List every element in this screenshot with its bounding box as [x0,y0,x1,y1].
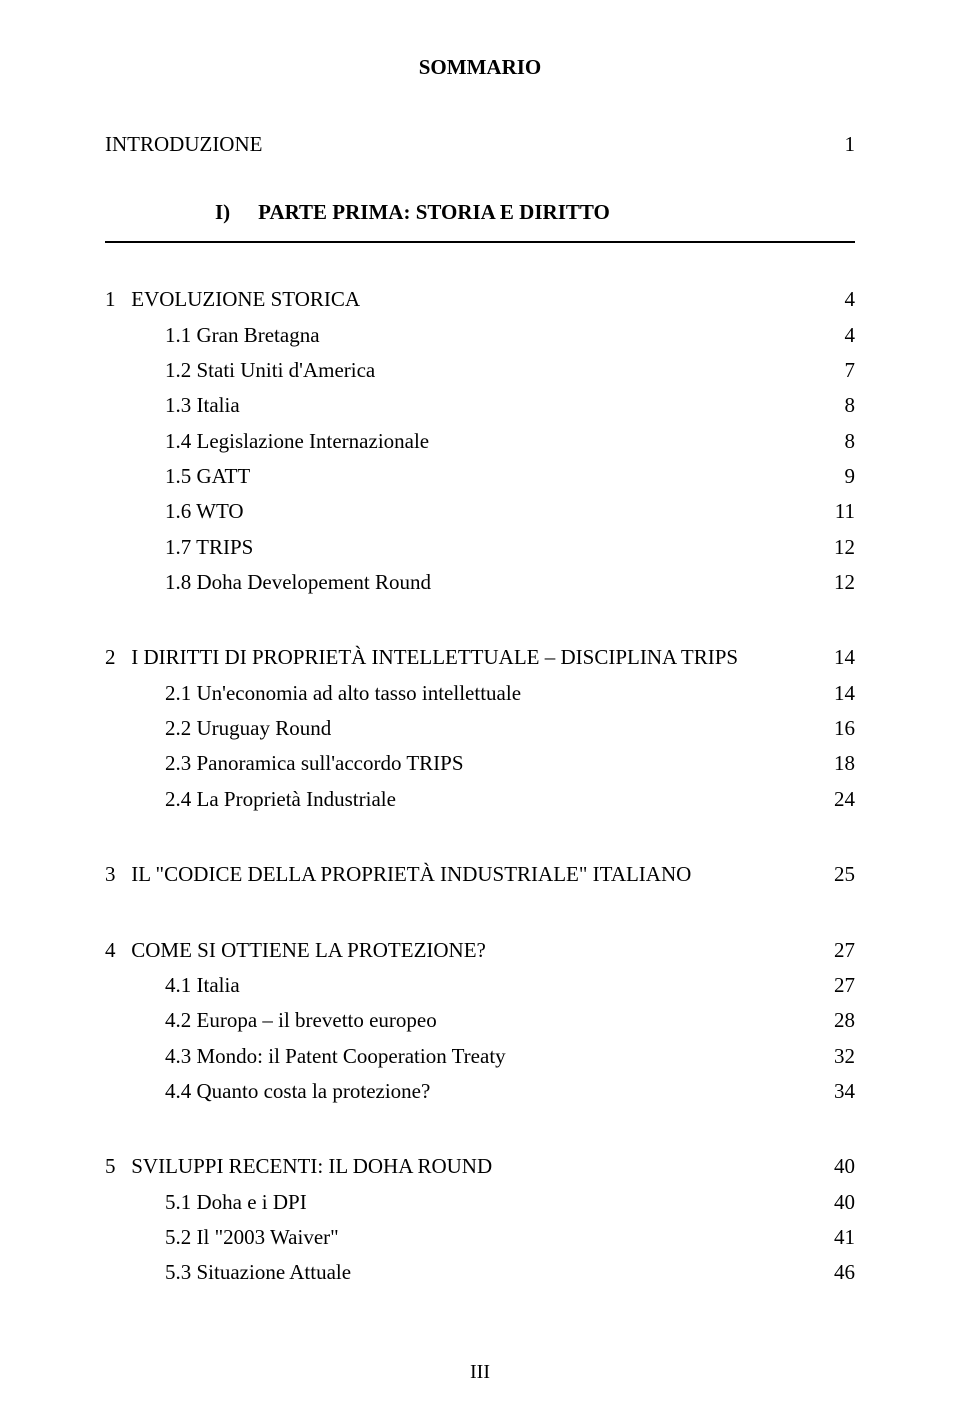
toc-item-page: 4 [815,321,855,349]
toc-item-label: 1.5 GATT [165,462,815,490]
toc-s2-item: 2.2 Uruguay Round16 [105,714,855,742]
toc-item-page: 8 [815,391,855,419]
toc-s2-heading-page: 14 [815,643,855,671]
toc-item-page: 11 [815,497,855,525]
toc-item-page: 8 [815,427,855,455]
toc-s1-item: 1.2 Stati Uniti d'America7 [105,356,855,384]
toc-s5-heading: 5 SVILUPPI RECENTI: IL DOHA ROUND 40 [105,1152,855,1180]
toc-s1-item: 1.8 Doha Developement Round12 [105,568,855,596]
toc-item-label: 5.2 Il "2003 Waiver" [165,1223,815,1251]
toc-s4-heading-label: 4 COME SI OTTIENE LA PROTEZIONE? [105,936,815,964]
toc-item-page: 7 [815,356,855,384]
toc-item-label: 2.3 Panoramica sull'accordo TRIPS [165,749,815,777]
toc-item-label: 1.3 Italia [165,391,815,419]
toc-s2-heading: 2 I DIRITTI DI PROPRIETÀ INTELLETTUALE –… [105,643,855,671]
toc-s5-heading-page: 40 [815,1152,855,1180]
toc-s2-item: 2.4 La Proprietà Industriale24 [105,785,855,813]
toc-item-page: 46 [815,1258,855,1286]
toc-item-label: 1.4 Legislazione Internazionale [165,427,815,455]
toc-item-label: 2.1 Un'economia ad alto tasso intellettu… [165,679,815,707]
toc-item-page: 32 [815,1042,855,1070]
toc-s1-item: 1.3 Italia8 [105,391,855,419]
toc-s1-heading-page: 4 [815,285,855,313]
toc-s4-item: 4.4 Quanto costa la protezione?34 [105,1077,855,1105]
toc-item-label: 4.3 Mondo: il Patent Cooperation Treaty [165,1042,815,1070]
toc-s2-item: 2.1 Un'economia ad alto tasso intellettu… [105,679,855,707]
part-num: I) [215,200,230,224]
toc-item-page: 14 [815,679,855,707]
toc-item-page: 12 [815,533,855,561]
toc-s3-heading: 3 IL "CODICE DELLA PROPRIETÀ INDUSTRIALE… [105,860,855,888]
toc-intro: INTRODUZIONE 1 [105,130,855,158]
toc-s5-item: 5.1 Doha e i DPI40 [105,1188,855,1216]
toc-s4-heading: 4 COME SI OTTIENE LA PROTEZIONE? 27 [105,936,855,964]
page-title: SOMMARIO [105,55,855,80]
toc-item-page: 27 [815,971,855,999]
toc-item-label: 4.4 Quanto costa la protezione? [165,1077,815,1105]
toc-item-page: 16 [815,714,855,742]
toc-item-page: 34 [815,1077,855,1105]
toc-s1-item: 1.4 Legislazione Internazionale8 [105,427,855,455]
toc-s1-heading-label: 1 EVOLUZIONE STORICA [105,285,815,313]
toc-item-label: 2.4 La Proprietà Industriale [165,785,815,813]
toc-item-label: 1.1 Gran Bretagna [165,321,815,349]
toc-s5-item: 5.3 Situazione Attuale46 [105,1258,855,1286]
toc-s4-heading-page: 27 [815,936,855,964]
toc-s2-item: 2.3 Panoramica sull'accordo TRIPS18 [105,749,855,777]
toc-item-label: 1.6 WTO [165,497,815,525]
toc-item-label: 4.1 Italia [165,971,815,999]
toc-item-page: 24 [815,785,855,813]
toc-item-label: 2.2 Uruguay Round [165,714,815,742]
toc-s1-heading: 1 EVOLUZIONE STORICA 4 [105,285,855,313]
toc-intro-page: 1 [815,130,855,158]
toc-s3-heading-label: 3 IL "CODICE DELLA PROPRIETÀ INDUSTRIALE… [105,860,815,888]
toc-item-page: 40 [815,1188,855,1216]
part-heading: I) PARTE PRIMA: STORIA E DIRITTO [105,200,855,225]
toc-item-label: 1.8 Doha Developement Round [165,568,815,596]
toc-s3-heading-page: 25 [815,860,855,888]
toc-item-page: 9 [815,462,855,490]
toc-intro-label: INTRODUZIONE [105,130,815,158]
toc-s4-item: 4.2 Europa – il brevetto europeo28 [105,1006,855,1034]
toc-s4-item: 4.1 Italia27 [105,971,855,999]
toc-item-label: 1.2 Stati Uniti d'America [165,356,815,384]
toc-s5-heading-label: 5 SVILUPPI RECENTI: IL DOHA ROUND [105,1152,815,1180]
toc-s2-heading-label: 2 I DIRITTI DI PROPRIETÀ INTELLETTUALE –… [105,643,815,671]
toc-item-page: 18 [815,749,855,777]
part-rule [105,241,855,243]
toc-item-page: 12 [815,568,855,596]
toc-s1-item: 1.6 WTO11 [105,497,855,525]
toc-item-label: 5.3 Situazione Attuale [165,1258,815,1286]
toc-item-label: 1.7 TRIPS [165,533,815,561]
toc-item-page: 41 [815,1223,855,1251]
toc-item-label: 5.1 Doha e i DPI [165,1188,815,1216]
toc-s5-item: 5.2 Il "2003 Waiver"41 [105,1223,855,1251]
part-title: PARTE PRIMA: STORIA E DIRITTO [258,200,610,224]
toc-s1-item: 1.7 TRIPS12 [105,533,855,561]
toc-item-label: 4.2 Europa – il brevetto europeo [165,1006,815,1034]
page-number: III [0,1361,960,1384]
toc-item-page: 28 [815,1006,855,1034]
toc-s1-item: 1.5 GATT9 [105,462,855,490]
toc-s4-item: 4.3 Mondo: il Patent Cooperation Treaty3… [105,1042,855,1070]
toc-s1-item: 1.1 Gran Bretagna4 [105,321,855,349]
